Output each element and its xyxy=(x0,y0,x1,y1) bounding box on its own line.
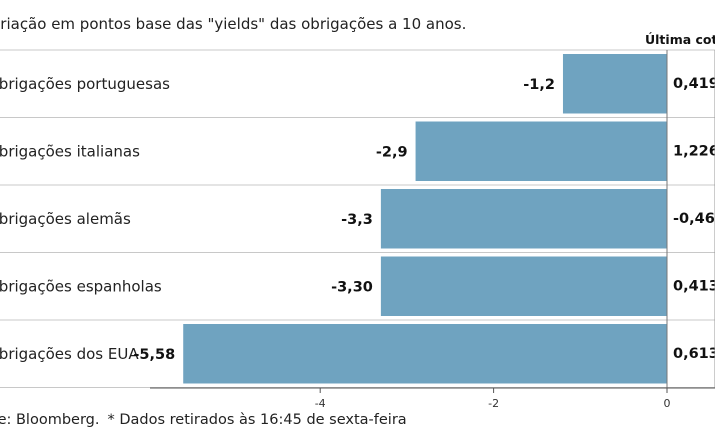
category-label: Obrigações dos EUA xyxy=(0,345,139,363)
chart-subtitle: Variação em pontos base das "yields" das… xyxy=(0,15,467,33)
last-quote-value: 0,6135 xyxy=(673,346,715,362)
x-tick-label: -4 xyxy=(315,397,326,410)
last-quote-value: 0,419 xyxy=(673,76,715,92)
value-label: -5,58 xyxy=(133,347,175,363)
bar xyxy=(380,256,667,316)
category-label: Obrigações portuguesas xyxy=(0,75,170,93)
last-quote-value: 0,4130 xyxy=(673,278,715,294)
bar xyxy=(380,189,667,249)
value-label: -3,30 xyxy=(331,279,373,295)
value-label: -3,3 xyxy=(341,212,373,228)
source-text: Fonte: Bloomberg. xyxy=(0,412,100,428)
bar xyxy=(183,324,668,384)
bar xyxy=(415,121,667,181)
category-label: Obrigações italianas xyxy=(0,142,140,160)
last-quote-header: Última cotação xyxy=(645,32,715,47)
last-quote-value: -0,465 xyxy=(673,211,715,227)
source-note: Fonte: Bloomberg. * Dados retirados às 16… xyxy=(0,412,407,428)
x-tick-label: -2 xyxy=(488,397,499,410)
bar xyxy=(562,54,667,114)
value-label: -2,9 xyxy=(376,144,408,160)
footnote-text: * Dados retirados às 16:45 de sexta-feir… xyxy=(107,412,407,428)
x-tick-label: 0 xyxy=(664,397,671,410)
category-label: Obrigações espanholas xyxy=(0,277,162,295)
category-label: Obrigações alemãs xyxy=(0,210,131,228)
value-label: -1,2 xyxy=(523,77,555,93)
last-quote-value: 1,226 xyxy=(673,143,715,159)
